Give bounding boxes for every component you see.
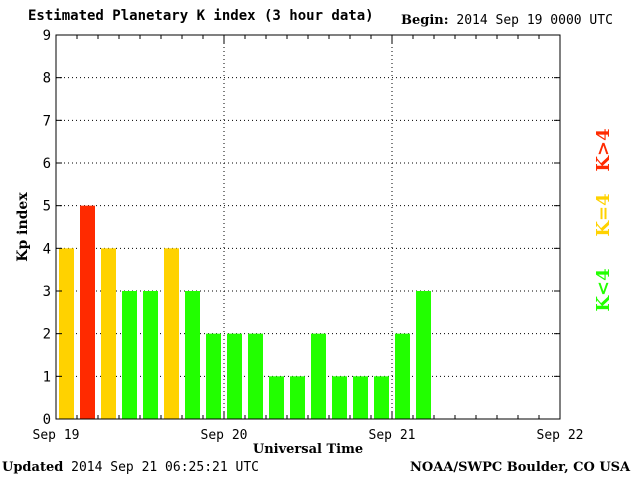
begin-value: 2014 Sep 19 0000 UTC xyxy=(456,13,613,28)
legend-entry: K=4 xyxy=(593,193,614,236)
y-tick-label: 1 xyxy=(43,369,51,385)
y-tick-label: 2 xyxy=(43,327,51,343)
x-tick-label: Sep 22 xyxy=(537,428,584,443)
kp-bar xyxy=(80,205,95,419)
kp-bar xyxy=(290,376,305,419)
kp-bar xyxy=(164,248,179,419)
kp-bar xyxy=(332,376,347,419)
legend: K<4 K=4 K>4 xyxy=(593,128,614,311)
begin-label: Begin: xyxy=(401,13,449,28)
data-source: NOAA/SWPC Boulder, CO USA xyxy=(410,460,631,475)
updated-value: 2014 Sep 21 06:25:21 UTC xyxy=(71,460,259,475)
kp-bar xyxy=(416,291,431,419)
y-tick-label: 3 xyxy=(43,284,51,300)
y-tick-label: 7 xyxy=(43,113,51,129)
y-tick-label: 6 xyxy=(43,156,51,172)
updated-timestamp: Updated 2014 Sep 21 06:25:21 UTC xyxy=(2,460,259,475)
x-axis: Sep 19 Sep 20 Sep 21 Sep 22 xyxy=(33,35,584,443)
y-axis-label: Kp index xyxy=(15,192,31,262)
x-tick-label: Sep 20 xyxy=(201,428,248,443)
y-axis: 0 1 2 3 4 5 6 7 8 9 xyxy=(43,28,560,428)
kp-bar xyxy=(143,291,158,419)
x-axis-label: Universal Time xyxy=(253,442,363,457)
kp-bar xyxy=(122,291,137,419)
kp-bar xyxy=(101,248,116,419)
y-tick-label: 5 xyxy=(43,199,51,215)
x-tick-label: Sep 21 xyxy=(369,428,416,443)
kp-bar xyxy=(206,333,221,419)
legend-entry: K<4 xyxy=(593,268,614,311)
kp-bar xyxy=(269,376,284,419)
kp-bar xyxy=(374,376,389,419)
y-tick-label: 0 xyxy=(43,412,51,428)
bar-series xyxy=(59,205,431,419)
kp-bar xyxy=(311,333,326,419)
kp-bar xyxy=(59,248,74,419)
x-tick-label: Sep 19 xyxy=(33,428,80,443)
y-tick-label: 8 xyxy=(43,71,51,87)
kp-bar xyxy=(227,333,242,419)
y-tick-label: 9 xyxy=(43,28,51,44)
begin-time: Begin: 2014 Sep 19 0000 UTC xyxy=(401,13,613,28)
kp-bar xyxy=(248,333,263,419)
legend-entry: K>4 xyxy=(593,128,614,171)
kp-bar xyxy=(185,291,200,419)
y-tick-label: 4 xyxy=(43,241,51,257)
kp-bar xyxy=(395,333,410,419)
chart-title: Estimated Planetary K index (3 hour data… xyxy=(28,8,374,24)
kp-bar xyxy=(353,376,368,419)
grid-lines xyxy=(56,35,560,419)
updated-label: Updated xyxy=(2,460,64,475)
